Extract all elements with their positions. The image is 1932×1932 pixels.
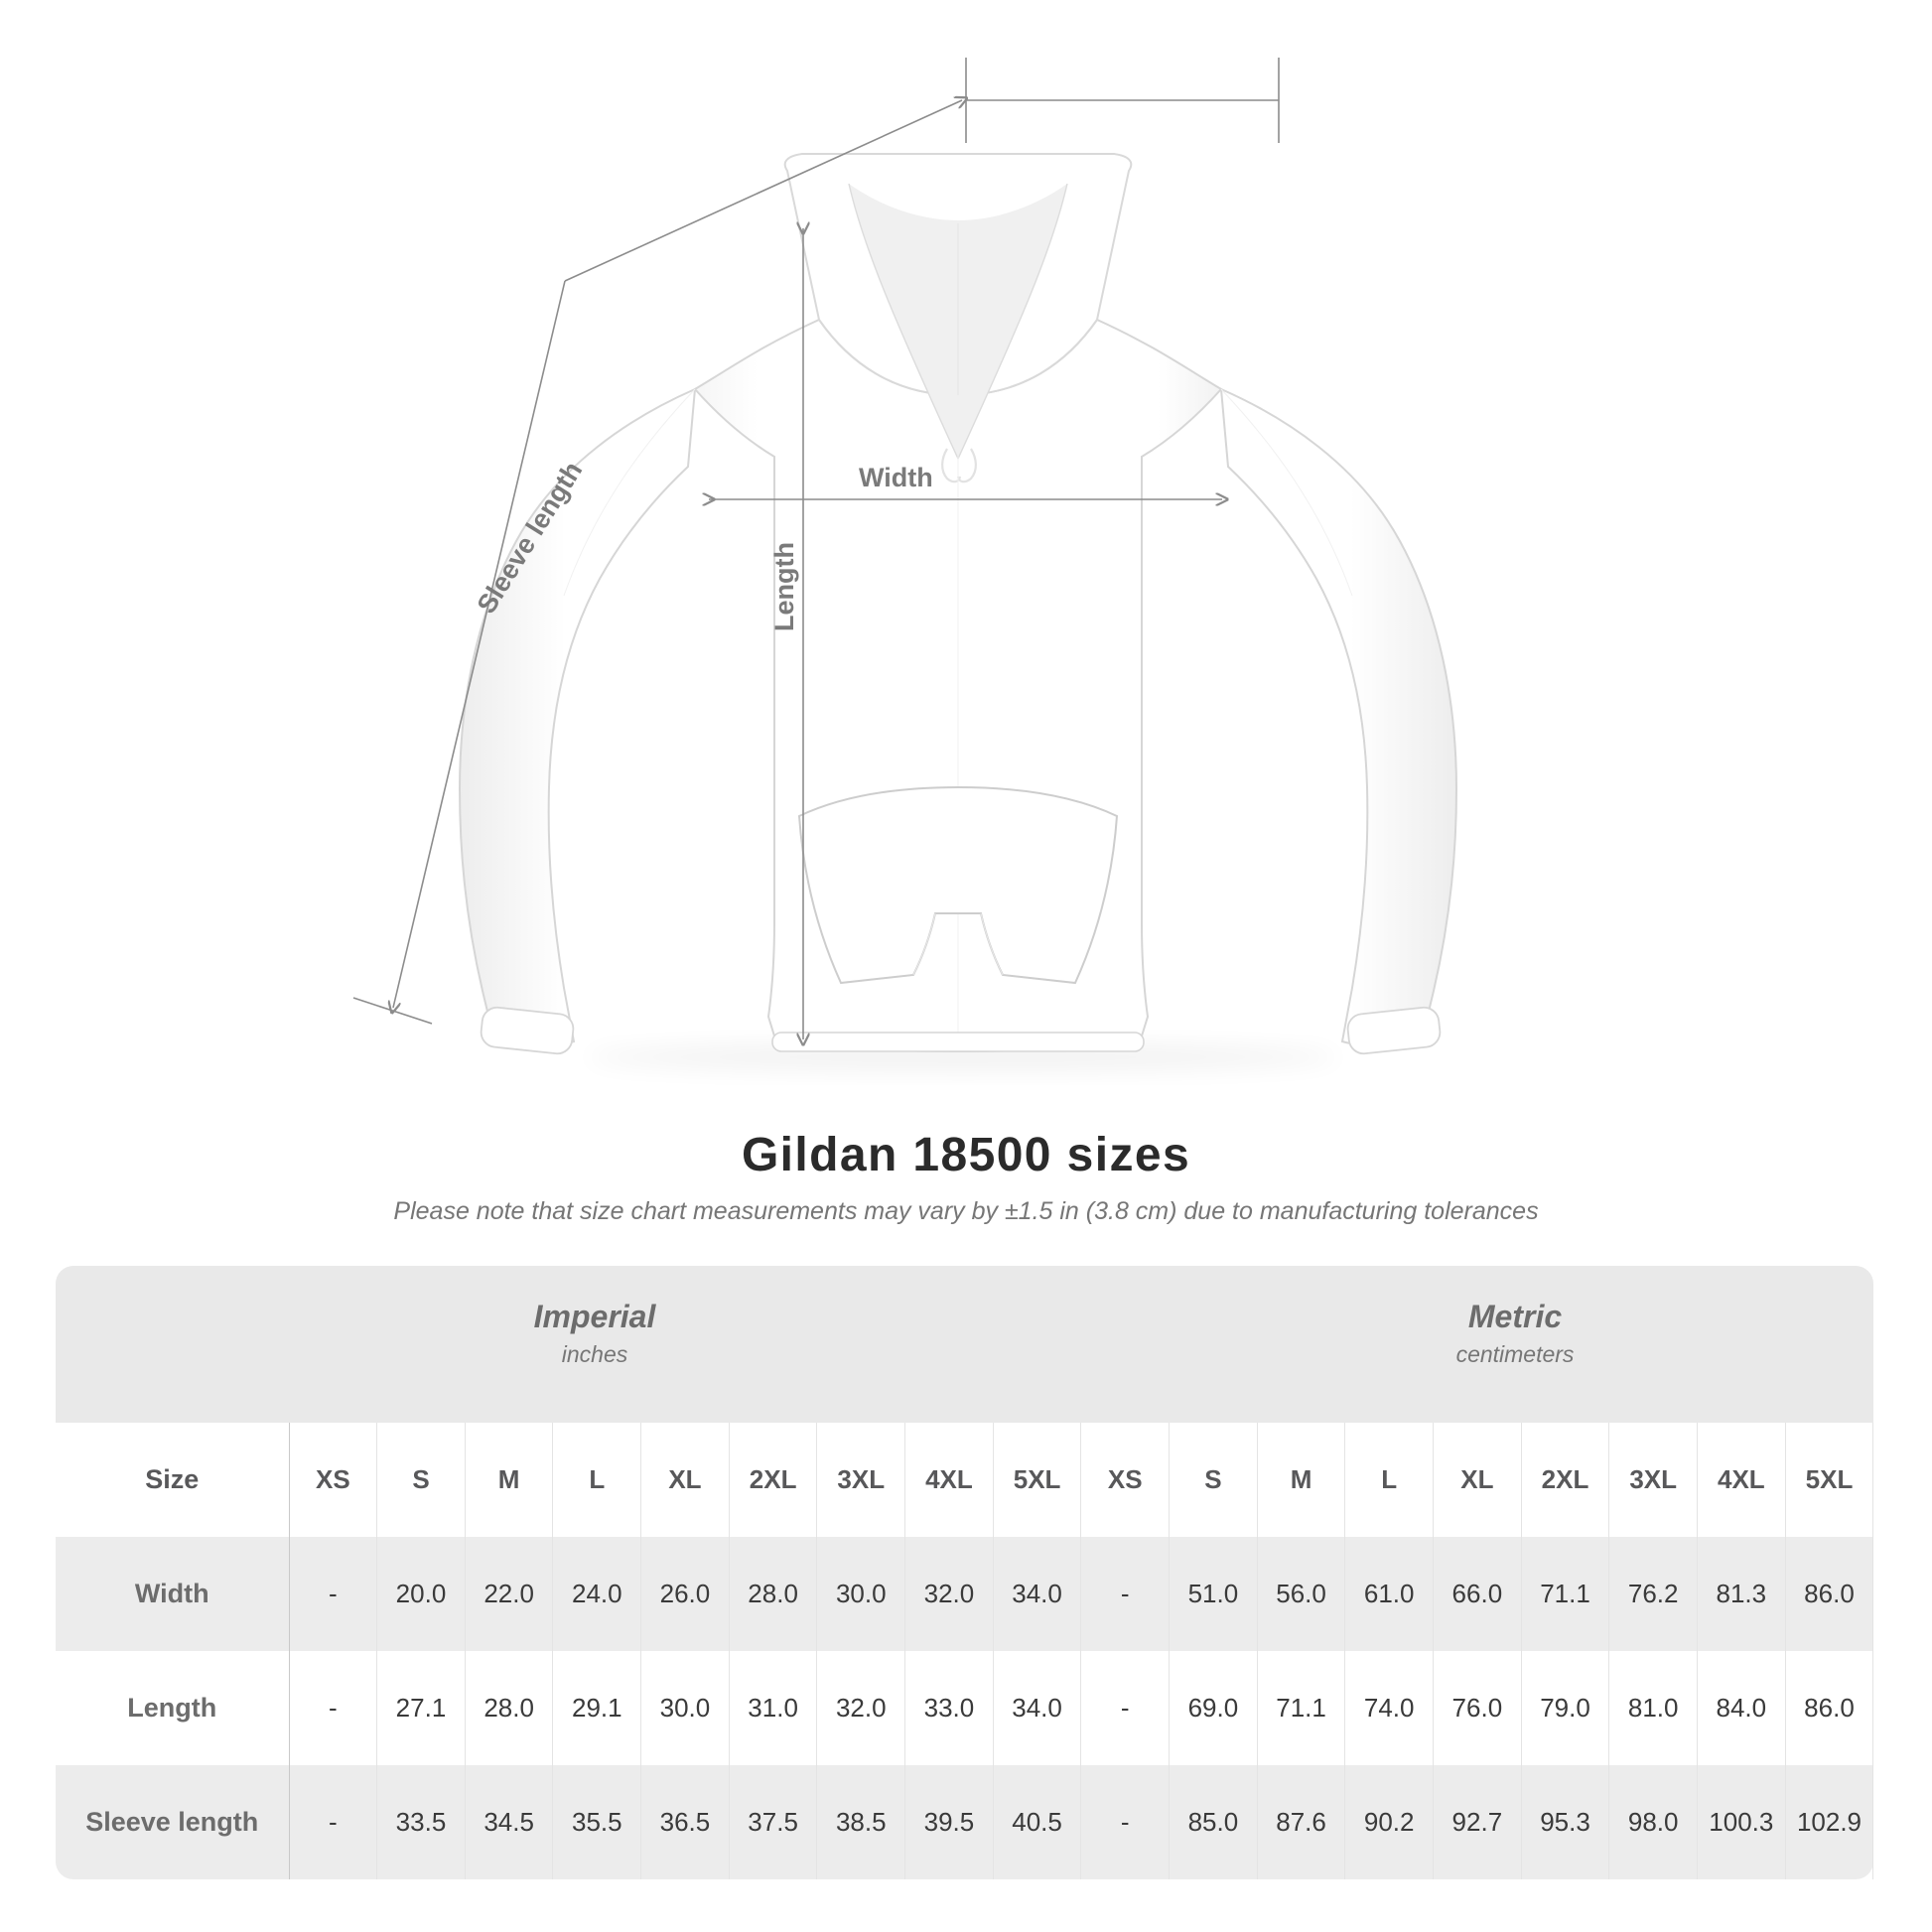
svg-text:Width: Width [859,463,933,492]
svg-text:Length: Length [769,542,799,631]
